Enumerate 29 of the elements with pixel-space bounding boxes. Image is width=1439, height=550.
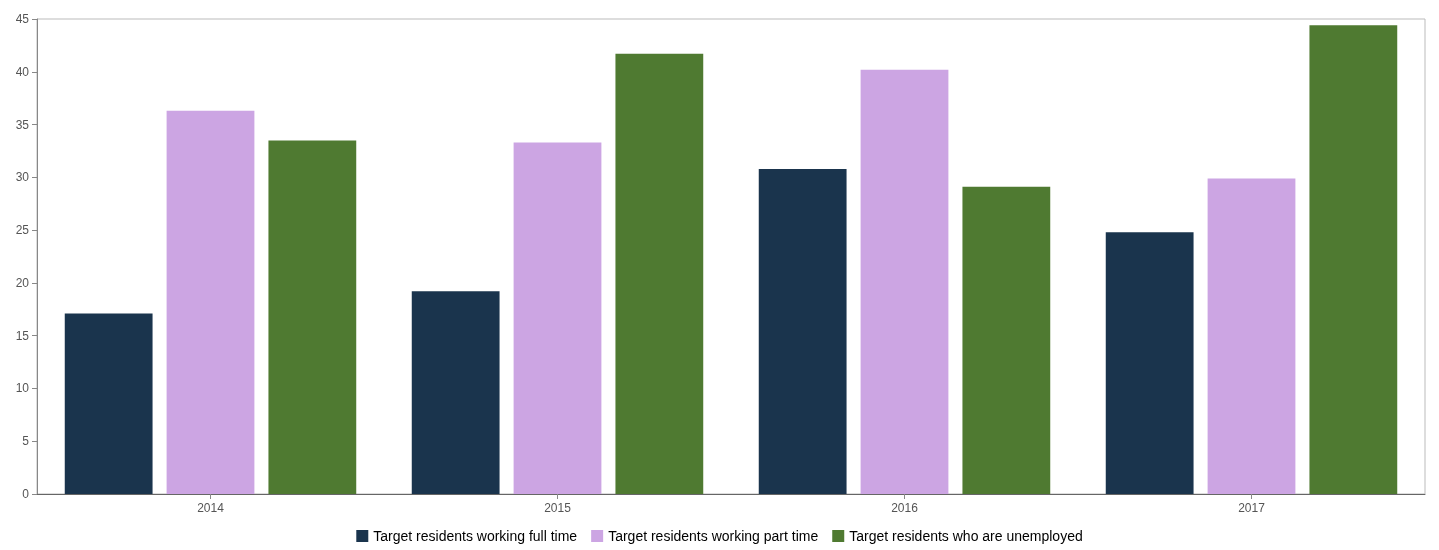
y-tick-label: 30: [15, 170, 30, 185]
bar: [962, 186, 1051, 494]
x-tick-label: 2017: [1238, 501, 1266, 515]
bar: [268, 140, 357, 494]
bar: [411, 291, 500, 494]
y-tick-label: 40: [15, 64, 30, 79]
bar: [615, 53, 704, 494]
bar: [1309, 25, 1398, 494]
y-tick-label: 10: [15, 381, 30, 396]
legend-label: Target residents working full time: [373, 528, 578, 544]
y-tick-label: 45: [15, 12, 30, 26]
x-tick-label: 2014: [197, 501, 225, 515]
bar: [1207, 178, 1296, 494]
y-tick-label: 15: [15, 328, 30, 343]
y-tick-label: 25: [15, 223, 30, 238]
x-tick-label: 2016: [891, 501, 919, 515]
bar: [64, 313, 153, 494]
y-tick-label: 0: [22, 487, 30, 501]
x-tick-label: 2015: [544, 501, 572, 515]
legend-label: Target residents working part time: [608, 528, 819, 544]
bar: [758, 168, 847, 494]
y-tick-label: 20: [15, 275, 30, 290]
bar: [166, 110, 255, 494]
bar: [1105, 232, 1194, 494]
y-tick-label: 5: [22, 434, 30, 449]
bar: [513, 142, 602, 494]
y-tick-label: 35: [15, 117, 30, 132]
legend-label: Target residents who are unemployed: [849, 528, 1083, 544]
bar: [860, 69, 949, 494]
